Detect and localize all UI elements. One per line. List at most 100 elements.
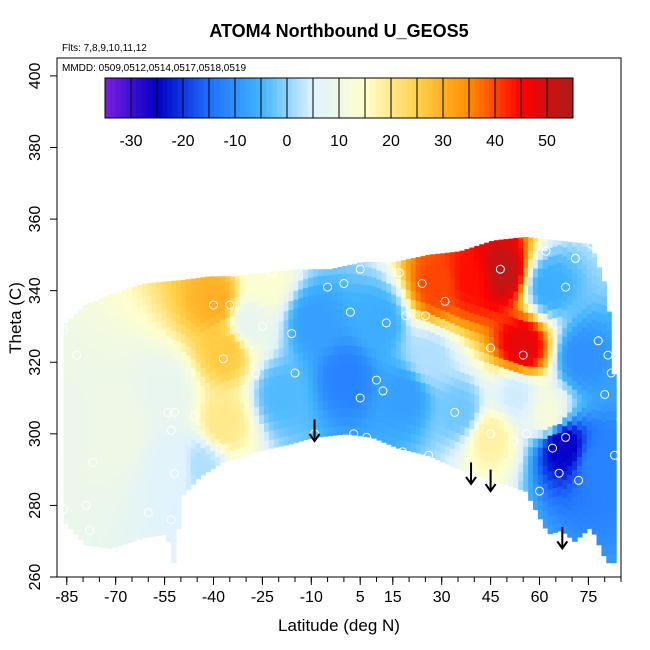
heat-cell [581,335,588,346]
heat-cell [361,302,368,312]
heat-cell [342,353,348,363]
heat-cell [405,259,412,264]
heat-cell [454,378,461,389]
heat-cell [479,261,485,272]
heat-cell [166,398,172,408]
heat-cell [611,392,617,403]
heat-cell [381,298,387,309]
heat-cell [122,463,128,473]
heat-cell [146,447,153,457]
heat-cell [200,438,206,449]
heat-cell [234,314,241,324]
heat-cell [479,431,485,442]
heat-cell [567,367,573,377]
heat-cell [63,469,69,480]
heat-cell [469,303,475,313]
heat-cell [464,436,470,446]
heat-cell [283,418,290,428]
heat-cell [484,397,490,408]
heat-cell [317,356,324,366]
heat-cell [205,328,211,338]
heat-cell [459,425,466,435]
heat-cell [288,416,294,427]
heat-cell [171,491,177,501]
heat-cell [254,308,260,318]
heat-cell [366,365,373,375]
heat-cell [391,303,397,313]
heat-cell [498,339,505,350]
heat-cell [528,491,534,501]
heat-cell [547,292,554,302]
heat-cell [224,425,231,435]
heat-cell [430,323,436,333]
heat-cell [361,275,368,285]
observation-point [59,504,68,514]
heat-cell [68,492,74,503]
heat-cell [459,353,466,364]
heat-cell [513,273,519,283]
heat-cell [200,367,206,377]
heat-cell [88,473,94,484]
heat-cell [161,445,167,455]
heat-cell [577,429,583,439]
heat-cell [547,479,554,490]
heat-cell [586,349,593,359]
heat-cell [484,469,490,479]
heat-cell [298,315,304,326]
heat-cell [156,517,162,527]
heat-cell [88,348,94,359]
heat-cell [469,374,475,385]
heat-cell [244,320,250,330]
heat-cell [107,485,113,495]
heat-cell [381,325,387,336]
heat-cell [215,277,221,288]
colorbar-segment [562,78,569,118]
heat-cell [410,281,417,292]
heat-cell [528,392,534,403]
heat-cell [185,444,192,455]
heat-cell [136,342,143,352]
heat-cell [371,402,378,412]
heat-cell [210,379,216,389]
heat-cell [464,292,470,303]
heat-cell [371,303,378,314]
heat-cell [127,426,133,436]
heat-cell [83,500,89,510]
heat-cell [562,425,568,436]
heat-cell [249,372,255,382]
heat-cell [386,300,392,311]
heat-cell [420,409,426,419]
heat-cell [430,278,436,288]
heat-cell [606,526,612,537]
heat-cell [249,434,255,445]
heat-cell [454,325,461,335]
heat-cell [352,363,358,373]
colorbar-segment [261,78,267,118]
heat-cell [337,318,343,328]
colorbar-segment [427,78,434,118]
y-tick-label: 360 [27,206,44,233]
heat-cell [68,322,74,333]
heat-cell [542,375,549,386]
heat-cell [68,519,74,530]
heat-cell [298,288,304,299]
heat-cell [601,313,607,324]
heat-cell [342,389,348,399]
heat-cell [141,376,148,387]
heat-cell [78,315,84,326]
colorbar-segment [141,78,148,118]
heat-cell [312,365,319,376]
heat-cell [449,439,456,449]
observation-point [561,282,571,292]
heat-cell [200,313,206,324]
heat-cell [591,453,598,463]
heat-cell [542,239,549,243]
heat-cell [591,507,598,517]
heat-cell [489,318,495,329]
heat-cell [210,352,216,362]
heat-cell [195,281,202,292]
heat-cell [489,470,495,481]
heat-cell [288,398,294,409]
heat-cell [493,383,500,393]
heat-cell [547,408,554,418]
